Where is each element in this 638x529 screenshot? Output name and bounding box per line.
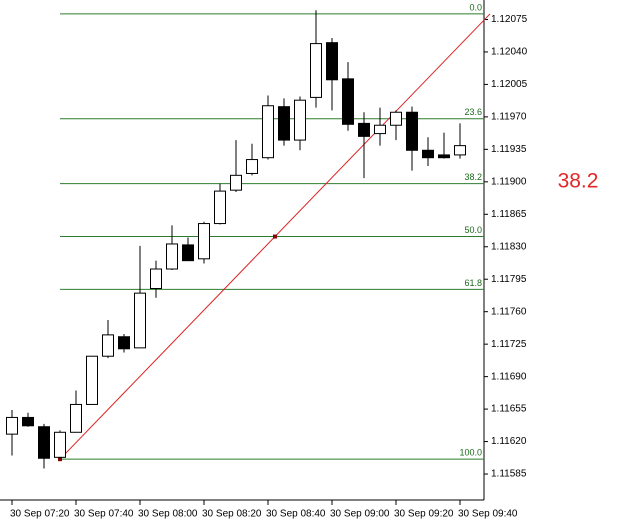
x-tick-label: 30 Sep 09:00 [330, 509, 390, 520]
candle-body [342, 78, 354, 125]
candle-body [182, 244, 194, 262]
candle-body [246, 159, 258, 174]
candle-body [70, 403, 82, 433]
candle-body [358, 122, 370, 137]
fib-label: 0.0 [469, 2, 482, 12]
y-tick-label: 1.11585 [491, 469, 527, 480]
candle-body [406, 111, 418, 151]
candle-body [294, 99, 306, 141]
trend-mid [273, 234, 277, 239]
y-tick-label: 1.11655 [491, 404, 527, 415]
candle-body [454, 145, 466, 156]
y-tick-label: 1.11795 [491, 274, 527, 285]
x-tick-label: 30 Sep 07:40 [74, 509, 134, 520]
y-tick-label: 1.12040 [491, 47, 528, 58]
x-tick-label: 30 Sep 08:00 [138, 509, 198, 520]
candle-body [102, 334, 114, 357]
y-tick-label: 1.12075 [491, 14, 528, 25]
candle-body [150, 268, 162, 289]
candle-body [166, 243, 178, 270]
candle-body [374, 124, 386, 135]
fib-label: 50.0 [464, 225, 482, 235]
y-tick-label: 1.11760 [491, 306, 527, 317]
candle-body [230, 174, 242, 191]
candle-body [438, 154, 450, 159]
y-tick-label: 1.11725 [491, 339, 527, 350]
x-tick-label: 30 Sep 09:40 [458, 509, 518, 520]
candle-body [6, 416, 18, 435]
candle-body [86, 355, 98, 405]
candle-body [422, 149, 434, 159]
candle-body [22, 416, 34, 427]
y-tick-label: 1.11900 [491, 176, 527, 187]
fib-label: 100.0 [459, 448, 482, 458]
fib-label: 38.2 [464, 172, 482, 182]
candle-body [54, 431, 66, 458]
y-tick-label: 1.11690 [491, 371, 527, 382]
candle-body [390, 111, 402, 126]
y-tick-label: 1.12005 [491, 79, 528, 90]
candle-body [198, 223, 210, 260]
y-tick-label: 1.11620 [491, 436, 527, 447]
x-tick-label: 30 Sep 09:20 [394, 509, 454, 520]
fib-label: 61.8 [464, 278, 482, 288]
y-tick-label: 1.11830 [491, 241, 527, 252]
candle-body [134, 292, 146, 349]
y-tick-label: 1.11865 [491, 209, 527, 220]
candle-body [118, 336, 130, 350]
candle-body [214, 190, 226, 225]
x-tick-label: 30 Sep 07:20 [10, 509, 70, 520]
candle-body [310, 43, 322, 98]
annotation: 38.2 [558, 170, 599, 193]
y-tick-label: 1.11970 [491, 112, 527, 123]
x-tick-label: 30 Sep 08:20 [202, 509, 262, 520]
y-tick-label: 1.11935 [491, 144, 527, 155]
x-tick-label: 30 Sep 08:40 [266, 509, 326, 520]
candle-body [278, 106, 290, 141]
candle-body [262, 105, 274, 159]
candle-body [38, 426, 50, 459]
candle-body [326, 42, 338, 81]
fib-label: 23.6 [464, 107, 482, 117]
